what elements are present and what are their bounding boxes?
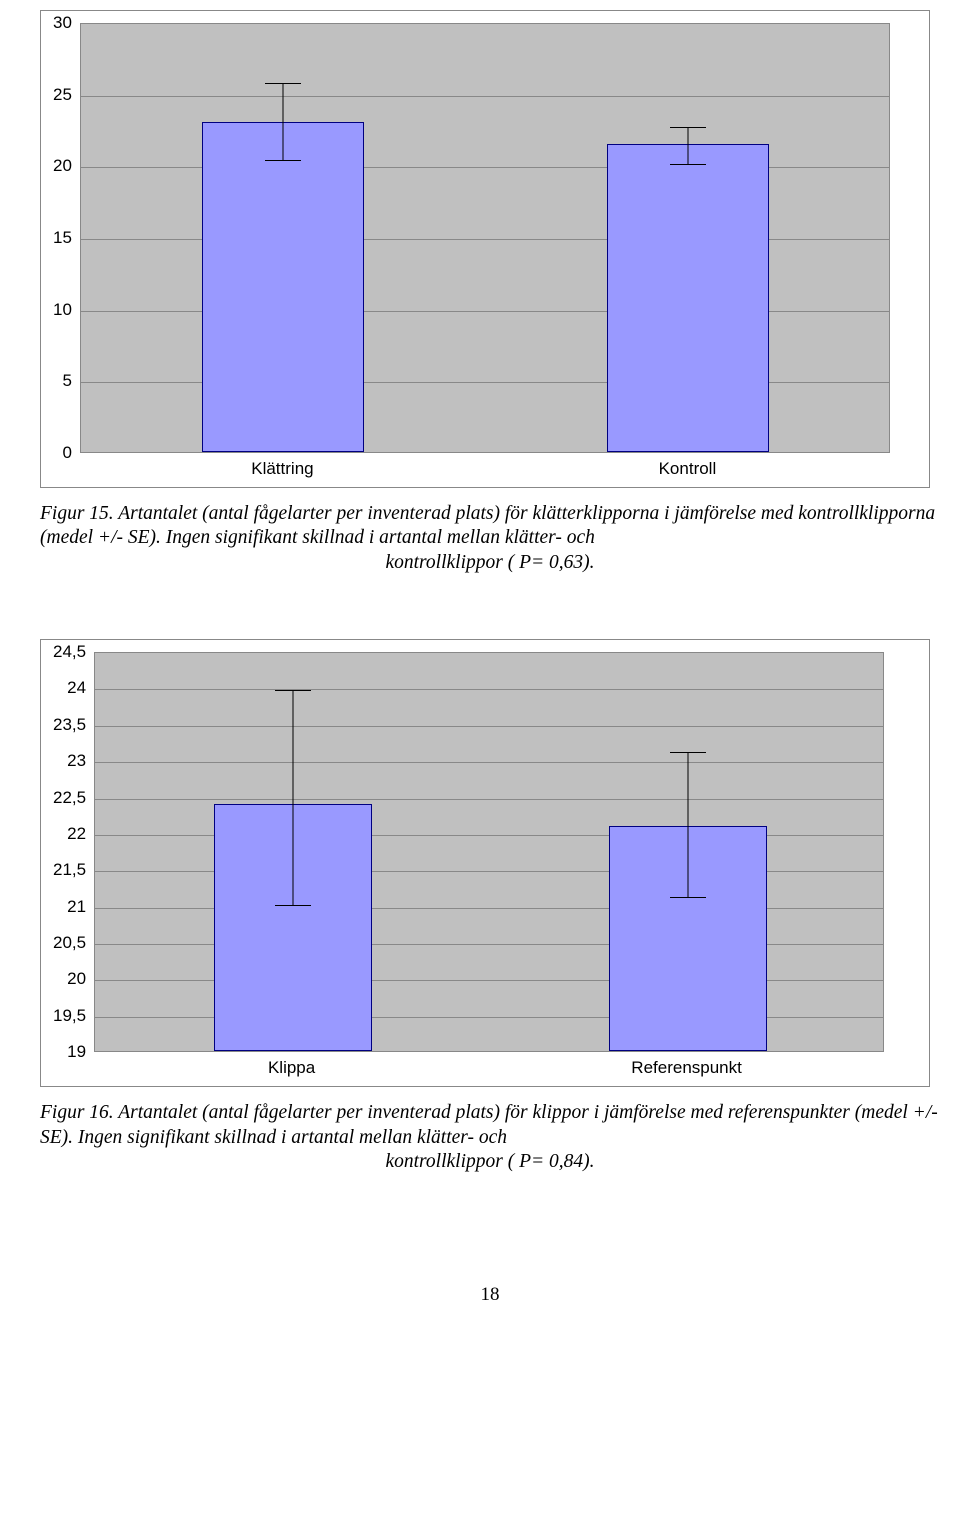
chart-1-plot-area	[80, 23, 890, 453]
chart-2-x-labels: KlippaReferenspunkt	[94, 1058, 884, 1078]
gridline	[95, 762, 883, 763]
chart-2-plot-area	[94, 652, 884, 1052]
page-number: 18	[40, 1284, 940, 1306]
figure-15-caption-text: Figur 15. Artantalet (antal fågelarter p…	[40, 503, 935, 548]
x-tick-label: Klättring	[80, 459, 485, 479]
figure-16-caption-centered: kontrollklippor ( P= 0,84).	[40, 1150, 940, 1174]
chart-1-frame: 302520151050 KlättringKontroll	[40, 10, 930, 488]
x-tick-label: Referenspunkt	[489, 1058, 884, 1078]
gridline	[95, 689, 883, 690]
gridline	[95, 726, 883, 727]
gridline	[95, 799, 883, 800]
figure-16-caption-text: Figur 16. Artantalet (antal fågelarter p…	[40, 1102, 938, 1147]
figure-15-caption: Figur 15. Artantalet (antal fågelarter p…	[40, 502, 940, 575]
page: 302520151050 KlättringKontroll Figur 15.…	[0, 0, 960, 1346]
x-tick-label: Klippa	[94, 1058, 489, 1078]
chart-2-y-axis: 24,52423,52322,52221,52120,52019,519	[53, 652, 94, 1052]
figure-16-caption: Figur 16. Artantalet (antal fågelarter p…	[40, 1101, 940, 1174]
bar-kontroll	[607, 144, 769, 452]
gridline	[81, 96, 889, 97]
chart-1-x-labels: KlättringKontroll	[80, 459, 890, 479]
x-tick-label: Kontroll	[485, 459, 890, 479]
chart-1-y-axis: 302520151050	[53, 23, 80, 453]
figure-15-caption-centered: kontrollklippor ( P= 0,63).	[40, 551, 940, 575]
chart-2-frame: 24,52423,52322,52221,52120,52019,519 Kli…	[40, 639, 930, 1087]
bar-klättring	[202, 122, 364, 452]
